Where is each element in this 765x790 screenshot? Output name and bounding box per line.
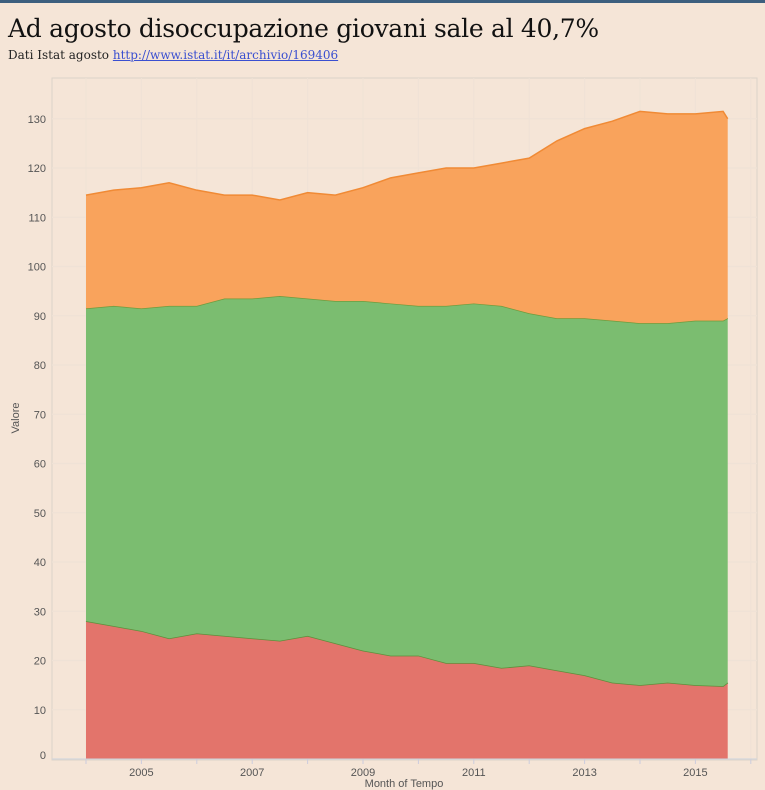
subtitle: Dati Istat agosto http://www.istat.it/it… [8,48,338,62]
x-tick-label: 2007 [240,767,264,779]
y-tick-label: 40 [34,557,46,569]
plot-frame [51,77,758,761]
y-tick-label: 80 [34,360,46,372]
x-tick-label: 2015 [683,767,707,779]
y-tick-label: 70 [34,409,46,421]
x-axis-label: Month of Tempo [365,778,444,790]
x-tick-label: 2005 [129,767,153,779]
x-axis: 2005 2007 2009 2011 2013 2015 [52,758,757,779]
area-series-0 [86,621,728,759]
y-tick-label: 120 [28,163,46,175]
areas [85,110,729,759]
area-series-1 [86,296,728,687]
y-tick-label: 50 [34,508,46,520]
x-tick-label: 2011 [462,767,486,779]
y-tick-label: 10 [34,705,46,717]
y-tick-label: 90 [34,311,46,323]
y-tick-label: 110 [28,212,46,224]
page-title: Ad agosto disoccupazione giovani sale al… [8,14,599,43]
x-tick-label: 2013 [572,767,596,779]
area-series-2 [86,111,728,324]
y-tick-label: 30 [34,606,46,618]
y-axis: 0 10 20 30 40 50 60 70 80 90 100 110 120 130 [28,114,46,762]
y-axis-label: Valore [10,403,22,434]
area-edge-2 [85,110,729,201]
source-link[interactable]: http://www.istat.it/it/archivio/169406 [112,48,339,62]
y-tick-label: 130 [28,114,46,126]
y-tick-label: 0 [40,750,46,762]
y-tick-label: 20 [34,656,46,668]
x-tick-label: 2009 [351,767,375,779]
y-tick-label: 100 [28,262,46,274]
top-bar [0,0,765,3]
subtitle-text: Dati Istat agosto [8,48,110,62]
y-tick-label: 60 [34,459,46,471]
